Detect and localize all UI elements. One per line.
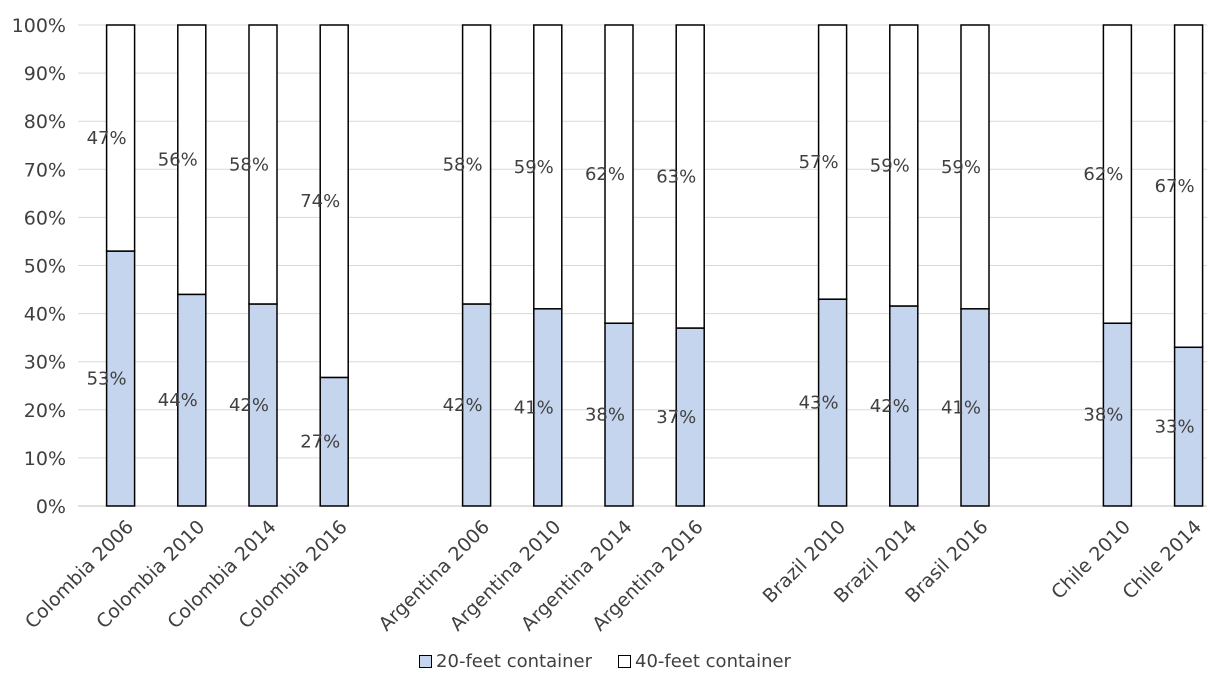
bar-40ft-8	[817, 24, 848, 300]
bar-20ft-2	[248, 303, 278, 507]
bar-40ft-12	[1173, 24, 1204, 349]
data-label-20ft: 42%	[229, 395, 269, 416]
y-tick-label: 10%	[24, 448, 66, 470]
bar-40ft-6	[604, 24, 634, 324]
data-label-40ft: 58%	[229, 154, 269, 175]
data-label-40ft: 74%	[300, 191, 340, 212]
data-label-40ft: 59%	[870, 155, 910, 176]
y-tick-label: 100%	[12, 15, 66, 37]
data-label-20ft: 33%	[1155, 417, 1195, 438]
y-tick-label: 0%	[36, 496, 66, 518]
legend-item-20ft: 20-feet container	[419, 651, 592, 672]
data-label-20ft: 53%	[87, 369, 127, 390]
bar-40ft-10	[960, 24, 990, 310]
data-label-20ft: 44%	[158, 390, 198, 411]
data-label-20ft: 38%	[1083, 405, 1123, 426]
bar-20ft-12	[1173, 346, 1204, 507]
data-label-40ft: 59%	[514, 157, 554, 178]
data-label-40ft: 56%	[158, 150, 198, 171]
bar-20ft-7	[675, 327, 705, 507]
data-label-40ft: 58%	[443, 154, 483, 175]
legend-swatch-40ft	[618, 654, 631, 668]
bar-40ft-1	[177, 24, 207, 296]
data-label-20ft: 41%	[514, 397, 554, 418]
legend-label-20ft: 20-feet container	[436, 650, 592, 672]
data-label-40ft: 62%	[1083, 164, 1123, 185]
bar-20ft-11	[1102, 322, 1133, 507]
bar-40ft-7	[675, 24, 705, 329]
legend-label-40ft: 40-feet container	[635, 650, 791, 672]
data-label-20ft: 37%	[656, 407, 696, 428]
y-tick-label: 70%	[24, 159, 66, 181]
bar-40ft-5	[533, 24, 563, 310]
y-tick-label: 50%	[24, 256, 66, 278]
data-label-20ft: 42%	[443, 395, 483, 416]
bar-20ft-6	[604, 322, 634, 507]
bar-40ft-4	[461, 24, 492, 305]
chart-canvas: 0%10%20%30%40%50%60%70%80%90%100%53%47%C…	[12, 15, 1207, 636]
bar-40ft-9	[889, 24, 919, 307]
y-tick-label: 80%	[24, 111, 66, 133]
data-label-40ft: 67%	[1155, 176, 1195, 197]
y-tick-label: 90%	[24, 63, 66, 85]
bar-40ft-11	[1102, 24, 1133, 324]
bar-20ft-9	[889, 305, 919, 507]
bar-40ft-3	[319, 24, 349, 379]
data-label-40ft: 47%	[87, 128, 127, 149]
chart-legend: 20-feet container 40-feet container	[0, 646, 1210, 676]
data-label-20ft: 27%	[300, 432, 340, 453]
bar-20ft-4	[461, 303, 492, 507]
bar-40ft-0	[105, 24, 136, 252]
data-label-40ft: 62%	[585, 164, 625, 185]
y-tick-label: 40%	[24, 304, 66, 326]
data-label-40ft: 59%	[941, 157, 981, 178]
data-label-20ft: 41%	[941, 397, 981, 418]
data-label-20ft: 43%	[799, 393, 839, 414]
data-label-40ft: 57%	[799, 152, 839, 173]
bar-40ft-2	[248, 24, 278, 305]
bar-20ft-0	[105, 250, 136, 507]
y-tick-label: 30%	[24, 352, 66, 374]
y-tick-label: 60%	[24, 207, 66, 229]
data-label-20ft: 38%	[585, 405, 625, 426]
bar-20ft-1	[177, 293, 207, 507]
data-label-20ft: 42%	[870, 396, 910, 417]
data-label-40ft: 63%	[656, 167, 696, 188]
y-tick-label: 20%	[24, 400, 66, 422]
legend-swatch-20ft	[419, 654, 433, 668]
bar-20ft-5	[533, 308, 563, 507]
legend-item-40ft: 40-feet container	[618, 651, 791, 672]
bar-20ft-3	[319, 376, 349, 507]
